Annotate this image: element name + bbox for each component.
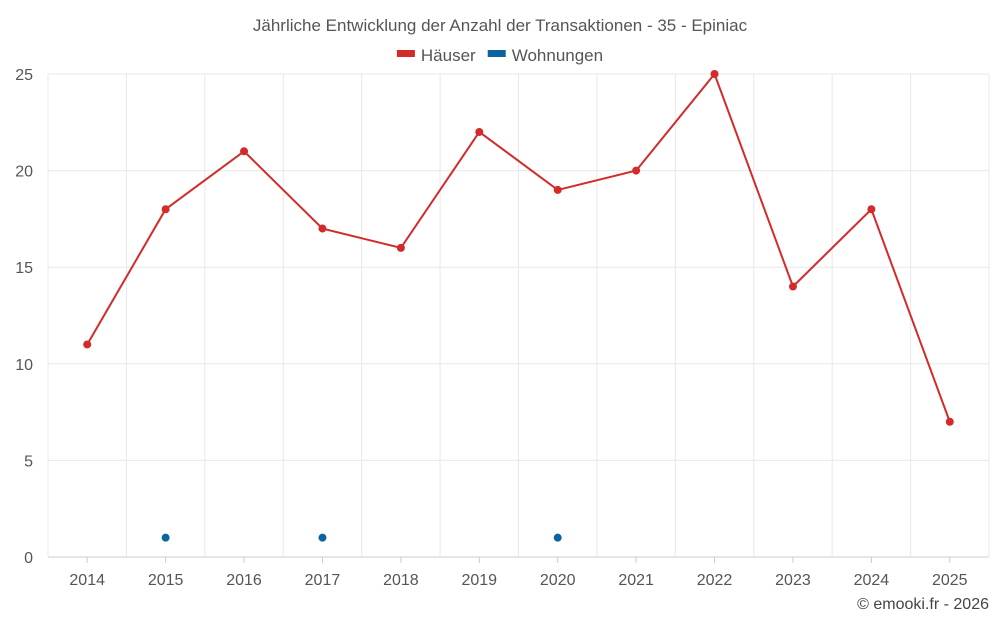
- data-point[interactable]: [318, 224, 327, 233]
- data-point[interactable]: [240, 147, 249, 156]
- series-layer: [83, 70, 954, 542]
- data-point[interactable]: [83, 340, 92, 349]
- x-tick-label: 2016: [226, 572, 262, 589]
- series-line: [86, 72, 951, 423]
- x-tick-label: 2021: [618, 572, 654, 589]
- data-point[interactable]: [632, 166, 641, 175]
- data-point[interactable]: [710, 70, 719, 78]
- legend-label: Wohnungen: [512, 46, 603, 65]
- grid: [47, 73, 990, 563]
- credit-text: © emooki.fr - 2026: [857, 596, 989, 613]
- y-tick-label: 10: [15, 357, 33, 374]
- y-tick-label: 15: [15, 260, 33, 277]
- data-point[interactable]: [475, 127, 484, 136]
- chart-title: Jährliche Entwicklung der Anzahl der Tra…: [253, 16, 748, 35]
- y-axis-ticks: 0 5 10 15 20 25: [15, 67, 33, 567]
- data-point[interactable]: [396, 243, 405, 252]
- data-point[interactable]: [788, 282, 797, 291]
- y-tick-label: 25: [15, 67, 33, 84]
- legend-label: Häuser: [421, 46, 476, 65]
- legend: Häuser Wohnungen: [396, 46, 603, 65]
- data-point[interactable]: [945, 417, 954, 426]
- x-tick-label: 2015: [148, 572, 184, 589]
- x-tick-label: 2020: [540, 572, 576, 589]
- legend-swatch: [396, 50, 415, 57]
- x-tick-label: 2017: [305, 572, 341, 589]
- y-tick-label: 5: [24, 453, 33, 470]
- x-tick-label: 2018: [383, 572, 419, 589]
- series-0: [83, 70, 954, 426]
- x-tick-label: 2025: [932, 572, 968, 589]
- x-tick-label: 2024: [854, 572, 890, 589]
- y-tick-label: 20: [15, 164, 33, 181]
- data-point[interactable]: [553, 185, 562, 194]
- data-point[interactable]: [318, 533, 327, 542]
- x-axis-ticks: 2014 2015 2016 2017 2018 2019 2020 2021 2022 2023…: [69, 572, 967, 589]
- data-point[interactable]: [161, 205, 170, 214]
- x-tick-label: 2022: [697, 572, 733, 589]
- data-point[interactable]: [553, 533, 562, 542]
- data-point[interactable]: [867, 205, 876, 214]
- data-point[interactable]: [161, 533, 170, 542]
- y-tick-label: 0: [24, 550, 33, 567]
- legend-swatch: [487, 50, 506, 57]
- x-tick-label: 2019: [461, 572, 497, 589]
- series-1: [161, 533, 562, 542]
- x-tick-label: 2023: [775, 572, 811, 589]
- x-tick-label: 2014: [69, 572, 105, 589]
